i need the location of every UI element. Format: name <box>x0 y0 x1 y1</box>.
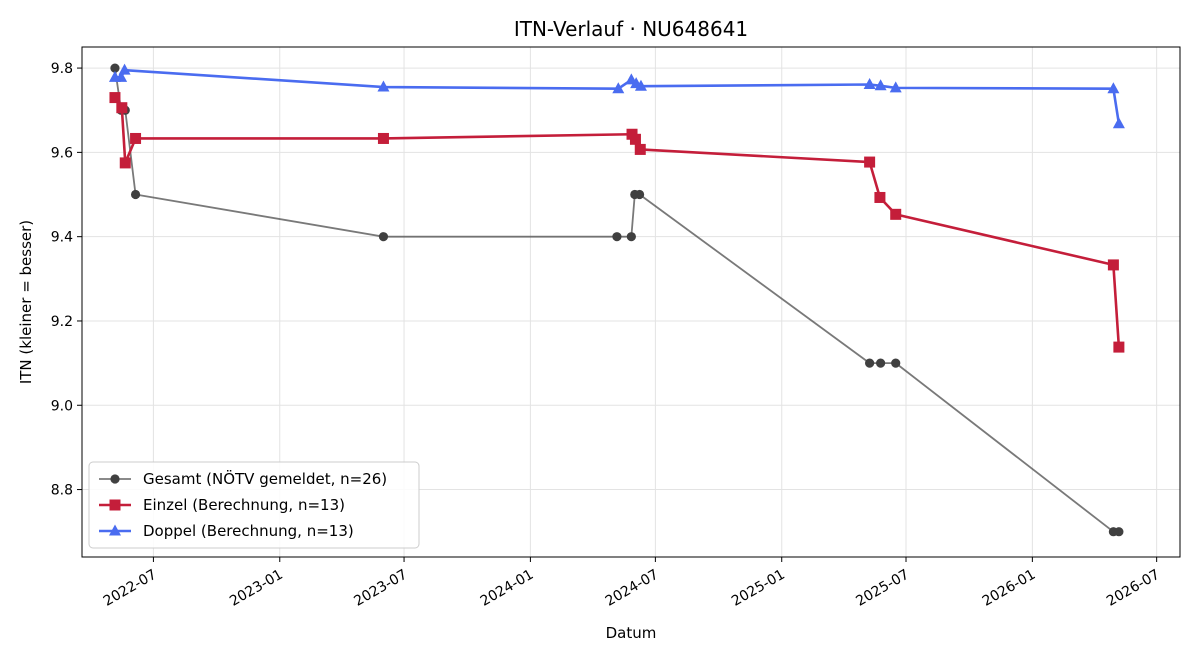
x-axis-label: Datum <box>606 624 657 642</box>
data-point <box>116 102 128 114</box>
x-tick-label: 2022-07 <box>101 567 160 610</box>
y-tick-label: 9.8 <box>51 61 73 77</box>
series-line <box>113 96 1121 348</box>
x-tick-label: 2025-01 <box>729 567 788 610</box>
y-tick-label: 9.2 <box>51 314 73 330</box>
data-point <box>1107 82 1120 94</box>
data-point <box>119 157 131 169</box>
x-tick-label: 2024-01 <box>478 567 537 610</box>
legend-marker <box>109 524 121 536</box>
data-point <box>612 82 625 94</box>
data-point <box>612 232 622 242</box>
data-point <box>1107 259 1119 271</box>
data-point <box>891 358 901 368</box>
legend-label: Gesamt (NÖTV gemeldet, n=26) <box>143 469 387 488</box>
data-point <box>890 208 902 220</box>
data-point <box>634 189 645 200</box>
x-tick-label: 2023-07 <box>351 567 410 610</box>
data-point <box>1113 341 1125 353</box>
data-point <box>378 232 389 242</box>
data-point <box>864 156 876 168</box>
data-point <box>634 79 647 91</box>
data-point <box>876 358 886 368</box>
legend-box <box>88 461 420 549</box>
legend-label: Einzel (Berechnung, n=13) <box>143 496 345 514</box>
legend-marker <box>109 499 121 511</box>
legend-label: Doppel (Berechnung, n=13) <box>143 522 354 540</box>
data-point <box>377 132 389 144</box>
y-tick-label: 9.6 <box>51 145 73 161</box>
data-point <box>874 191 886 203</box>
y-tick-label: 8.8 <box>51 483 73 499</box>
x-tick-label: 2023-01 <box>227 567 286 610</box>
series-square <box>109 92 1125 353</box>
data-point <box>118 63 131 75</box>
data-point <box>863 78 876 90</box>
plot-frame <box>81 46 1181 558</box>
data-point <box>626 232 636 242</box>
legend: Gesamt (NÖTV gemeldet, n=26) Einzel (Bere… <box>88 461 420 549</box>
series-layer <box>108 63 1125 537</box>
series-triangle <box>108 63 1125 129</box>
y-tick-label: 9.4 <box>51 230 73 246</box>
chart-title: ITN-Verlauf · NU648641 <box>514 17 748 41</box>
data-point <box>1114 527 1124 537</box>
data-point <box>377 80 390 92</box>
data-point <box>874 79 887 91</box>
x-tick-label: 2026-07 <box>1104 567 1163 610</box>
data-point <box>115 70 128 82</box>
data-point <box>629 133 641 145</box>
y-tick-label: 9.0 <box>51 398 73 414</box>
data-point <box>865 358 875 368</box>
x-tick-label: 2024-07 <box>603 567 662 610</box>
data-point <box>130 189 141 200</box>
x-tick-label: 2026-01 <box>980 567 1039 610</box>
data-point <box>1112 117 1125 129</box>
data-point <box>889 81 902 93</box>
data-point <box>110 63 120 73</box>
data-point <box>634 143 646 155</box>
data-point <box>109 92 121 104</box>
x-tick-label: 2025-07 <box>853 567 912 610</box>
series-line <box>114 68 1121 124</box>
data-point <box>130 132 142 144</box>
legend-marker <box>110 474 120 484</box>
y-axis-label: ITN (kleiner = besser) <box>17 220 35 384</box>
